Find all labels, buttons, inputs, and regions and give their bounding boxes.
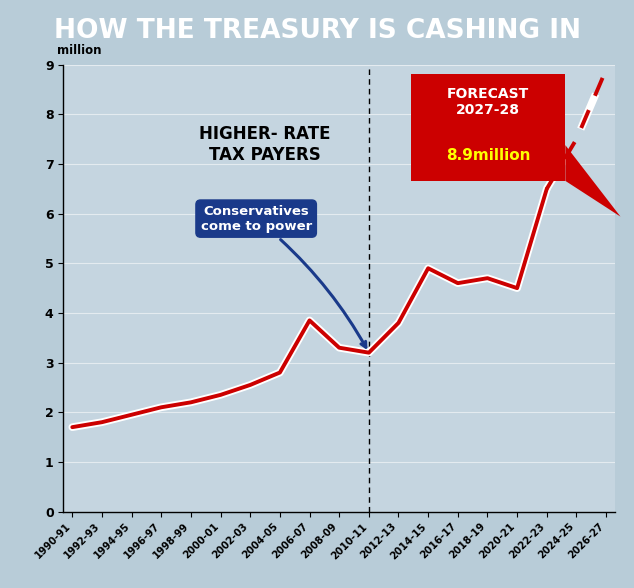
Text: FORECAST
2027-28: FORECAST 2027-28 <box>447 87 529 117</box>
Text: 8.9million: 8.9million <box>446 148 531 163</box>
Text: HIGHER- RATE
TAX PAYERS: HIGHER- RATE TAX PAYERS <box>199 125 331 163</box>
FancyBboxPatch shape <box>411 74 566 181</box>
Polygon shape <box>566 145 621 216</box>
Text: million: million <box>58 44 102 57</box>
Text: Conservatives
come to power: Conservatives come to power <box>200 205 366 348</box>
Text: HOW THE TREASURY IS CASHING IN: HOW THE TREASURY IS CASHING IN <box>53 18 581 44</box>
